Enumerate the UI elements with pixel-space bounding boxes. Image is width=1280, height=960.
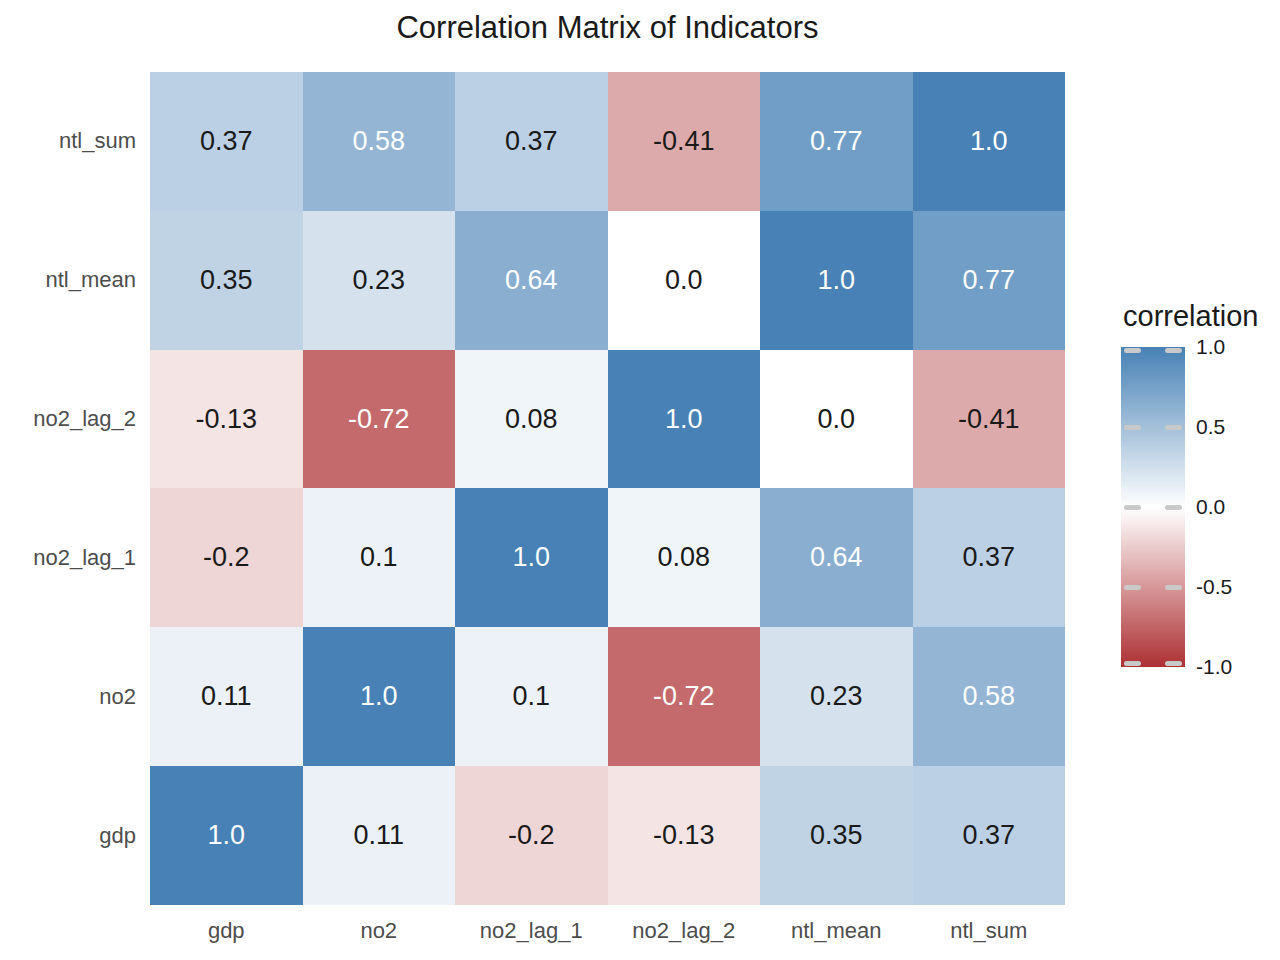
heatmap-cell: -0.2 [455,766,608,905]
heatmap-cell: -0.2 [150,488,303,627]
legend-tick-mark [1124,661,1141,666]
heatmap-cell: 0.58 [913,627,1066,766]
legend-tick-label: 1.0 [1196,335,1225,359]
heatmap-cell: 0.23 [760,627,913,766]
legend-tick-mark [1165,348,1182,353]
heatmap-cell: 0.64 [760,488,913,627]
heatmap-cell: 0.77 [760,72,913,211]
heatmap-cell: 0.1 [455,627,608,766]
legend-colorbar [1121,347,1185,667]
heatmap-cell: 0.37 [455,72,608,211]
correlation-heatmap-figure: Correlation Matrix of Indicators ntl_sum… [0,0,1280,960]
y-axis-label: no2_lag_1 [0,488,136,627]
heatmap-cell: 0.64 [455,211,608,350]
legend-tick-mark [1124,348,1141,353]
legend-tick-mark [1165,585,1182,590]
heatmap-cell: -0.41 [608,72,761,211]
legend-tick-mark [1124,425,1141,430]
chart-title: Correlation Matrix of Indicators [150,10,1065,46]
heatmap-cell: 1.0 [608,350,761,489]
heatmap-cell: 0.0 [608,211,761,350]
heatmap-cell: 0.23 [303,211,456,350]
y-axis-labels: ntl_sumntl_meanno2_lag_2no2_lag_1no2gdp [0,72,136,905]
heatmap-cell: -0.13 [608,766,761,905]
heatmap-cell: 0.35 [150,211,303,350]
y-axis-label: ntl_sum [0,72,136,211]
heatmap-cell: 1.0 [150,766,303,905]
heatmap-cell: -0.72 [303,350,456,489]
heatmap-cell: 0.1 [303,488,456,627]
heatmap-cell: 1.0 [303,627,456,766]
legend-tick-label: 0.0 [1196,495,1225,519]
heatmap-cell: 0.0 [760,350,913,489]
legend-tick-mark [1165,425,1182,430]
legend-tick-mark [1124,505,1141,510]
y-axis-label: ntl_mean [0,211,136,350]
legend-tick-label: -1.0 [1196,655,1232,679]
heatmap-cell: 0.77 [913,211,1066,350]
heatmap-cell: -0.72 [608,627,761,766]
legend-tick-mark [1165,505,1182,510]
heatmap-cell: 0.08 [608,488,761,627]
x-axis-label: no2_lag_2 [608,918,761,944]
y-axis-label: no2 [0,627,136,766]
heatmap-cell: -0.13 [150,350,303,489]
x-axis-label: ntl_sum [913,918,1066,944]
heatmap-cell: 0.37 [913,488,1066,627]
y-axis-label: no2_lag_2 [0,350,136,489]
heatmap-cell: 0.58 [303,72,456,211]
legend-tick-label: -0.5 [1196,575,1232,599]
heatmap-cell: 0.11 [303,766,456,905]
legend-tick-mark [1124,585,1141,590]
legend-title: correlation [1123,300,1258,333]
x-axis-label: gdp [150,918,303,944]
legend-tick-label: 0.5 [1196,415,1225,439]
y-axis-label: gdp [0,766,136,905]
x-axis-label: no2 [303,918,456,944]
legend-tick-mark [1165,661,1182,666]
heatmap-cell: 0.37 [150,72,303,211]
heatmap-cell: -0.41 [913,350,1066,489]
heatmap-cell: 1.0 [455,488,608,627]
heatmap-cell: 0.37 [913,766,1066,905]
x-axis-labels: gdpno2no2_lag_1no2_lag_2ntl_meanntl_sum [150,918,1065,944]
heatmap-cell: 0.11 [150,627,303,766]
heatmap-grid: 0.370.580.37-0.410.771.00.350.230.640.01… [150,72,1065,905]
heatmap-cell: 1.0 [913,72,1066,211]
heatmap-cell: 1.0 [760,211,913,350]
heatmap-cell: 0.08 [455,350,608,489]
heatmap-cell: 0.35 [760,766,913,905]
x-axis-label: ntl_mean [760,918,913,944]
x-axis-label: no2_lag_1 [455,918,608,944]
